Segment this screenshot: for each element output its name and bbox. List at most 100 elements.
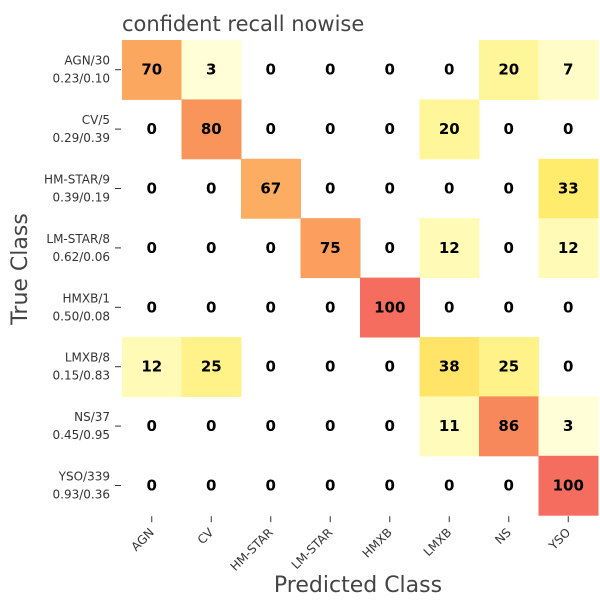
heatmap-cell xyxy=(241,158,301,219)
y-tick: AGN/30 0.23/0.10 xyxy=(53,54,121,86)
y-tick-label: LM-STAR/8 xyxy=(46,232,110,246)
x-tick-label: HM-STAR xyxy=(228,525,276,573)
cell-value-label: 0 xyxy=(147,417,157,435)
x-axis-ticks: AGN CV HM-STAR LM-STAR HMXB LMXB NS YSO xyxy=(128,516,573,574)
y-tick-sublabel: 0.29/0.39 xyxy=(53,131,110,145)
x-tick: NS xyxy=(492,516,514,547)
cell-value-label: 0 xyxy=(147,477,157,495)
y-tick: NS/37 0.45/0.95 xyxy=(53,410,121,442)
cell-value-label: 0 xyxy=(504,239,514,257)
heatmap-cell xyxy=(419,337,480,397)
y-tick: HMXB/1 0.50/0.08 xyxy=(53,291,121,323)
cell-value-label: 0 xyxy=(147,120,157,138)
y-tick-label: AGN/30 xyxy=(64,54,110,68)
cell-value-label: 0 xyxy=(385,358,395,376)
y-tick-sublabel: 0.23/0.10 xyxy=(53,72,110,86)
cell-value-label: 0 xyxy=(444,61,454,79)
x-tick: CV xyxy=(195,516,217,547)
heatmap-cell xyxy=(479,337,539,397)
cell-value-label: 0 xyxy=(325,358,335,376)
cell-value-label: 0 xyxy=(563,298,573,316)
cell-value-label: 0 xyxy=(266,298,276,316)
cell-value-label: 0 xyxy=(206,239,216,257)
cell-value-label: 0 xyxy=(444,180,454,198)
x-tick-label: YSO xyxy=(546,525,574,553)
cell-value-label: 0 xyxy=(266,120,276,138)
cell-value-label: 33 xyxy=(558,180,579,198)
cell-value-label: 12 xyxy=(141,358,162,376)
y-tick-label: LMXB/8 xyxy=(65,351,110,365)
x-tick: YSO xyxy=(546,516,574,553)
x-tick: AGN xyxy=(128,516,157,554)
cell-value-label: 0 xyxy=(385,239,395,257)
y-axis-label: True Class xyxy=(8,213,33,326)
cell-value-label: 0 xyxy=(385,180,395,198)
cell-value-label: 0 xyxy=(266,477,276,495)
heatmap-cell xyxy=(122,40,182,100)
y-tick-sublabel: 0.62/0.06 xyxy=(53,250,110,264)
cell-value-label: 0 xyxy=(444,477,454,495)
cell-value-label: 0 xyxy=(266,61,276,79)
y-tick: CV/5 0.29/0.39 xyxy=(53,113,121,145)
cell-value-label: 0 xyxy=(504,477,514,495)
cell-value-label: 0 xyxy=(385,61,395,79)
cell-value-label: 0 xyxy=(266,417,276,435)
x-tick-label: AGN xyxy=(128,525,156,553)
cell-value-label: 38 xyxy=(439,358,460,376)
y-tick-sublabel: 0.50/0.08 xyxy=(53,309,110,323)
heatmap-cell xyxy=(479,40,539,100)
y-tick-sublabel: 0.93/0.36 xyxy=(53,488,110,502)
heatmap-cell xyxy=(538,158,599,219)
heatmap-cell xyxy=(538,218,599,279)
cell-value-label: 11 xyxy=(439,417,460,435)
y-axis-ticks: AGN/30 0.23/0.10 CV/5 0.29/0.39 HM-STAR/9 0.3… xyxy=(44,54,121,502)
y-tick-sublabel: 0.39/0.19 xyxy=(53,191,110,205)
cell-value-label: 86 xyxy=(498,417,519,435)
x-tick-label: NS xyxy=(492,525,514,547)
cell-value-label: 0 xyxy=(504,298,514,316)
cell-value-label: 0 xyxy=(147,180,157,198)
cell-value-label: 75 xyxy=(320,239,341,257)
y-tick: LMXB/8 0.15/0.83 xyxy=(53,351,121,383)
heatmap-cell xyxy=(538,40,599,100)
cell-value-label: 0 xyxy=(206,298,216,316)
heatmap-cell xyxy=(300,218,361,279)
cell-value-label: 0 xyxy=(206,477,216,495)
cell-value-label: 20 xyxy=(498,61,519,79)
x-tick-label: LM-STAR xyxy=(289,525,336,572)
cell-value-label: 0 xyxy=(385,417,395,435)
cell-value-label: 0 xyxy=(147,239,157,257)
heatmap-cell xyxy=(538,455,599,516)
heatmap-cell xyxy=(538,396,599,457)
y-tick: YSO/339 0.93/0.36 xyxy=(53,470,121,502)
y-tick-label: NS/37 xyxy=(74,410,110,424)
y-tick-label: HMXB/1 xyxy=(62,291,110,305)
cell-value-label: 67 xyxy=(260,180,281,198)
heatmap-cell xyxy=(419,99,480,160)
heatmap-cell xyxy=(360,277,420,338)
heatmap-cell xyxy=(181,337,242,397)
cell-value-label: 0 xyxy=(325,417,335,435)
x-tick: HMXB xyxy=(360,516,395,561)
heatmap-cell xyxy=(419,396,480,457)
heatmap-cell xyxy=(181,99,242,160)
cell-value-label: 0 xyxy=(325,61,335,79)
x-tick: LMXB xyxy=(421,516,454,559)
cell-value-label: 0 xyxy=(444,298,454,316)
cell-value-label: 25 xyxy=(201,358,222,376)
y-tick-label: HM-STAR/9 xyxy=(44,173,110,187)
cell-value-label: 12 xyxy=(439,239,460,257)
cell-value-label: 0 xyxy=(563,358,573,376)
heatmap-cell xyxy=(419,218,480,279)
x-tick-label: CV xyxy=(195,525,217,547)
cell-value-label: 0 xyxy=(266,358,276,376)
cell-value-label: 7 xyxy=(563,61,573,79)
cell-value-label: 12 xyxy=(558,239,579,257)
cell-value-label: 0 xyxy=(325,180,335,198)
cell-value-label: 0 xyxy=(563,120,573,138)
cell-value-label: 0 xyxy=(504,180,514,198)
cell-value-label: 0 xyxy=(385,120,395,138)
heatmap-cells: 70 3 0 0 0 0 20 70 80 0 0 0 20 0 00 0 67 0 0 0 0 330 0 0 75 0 12 0 1… xyxy=(122,40,599,516)
chart-title: confident recall nowise xyxy=(122,12,364,36)
